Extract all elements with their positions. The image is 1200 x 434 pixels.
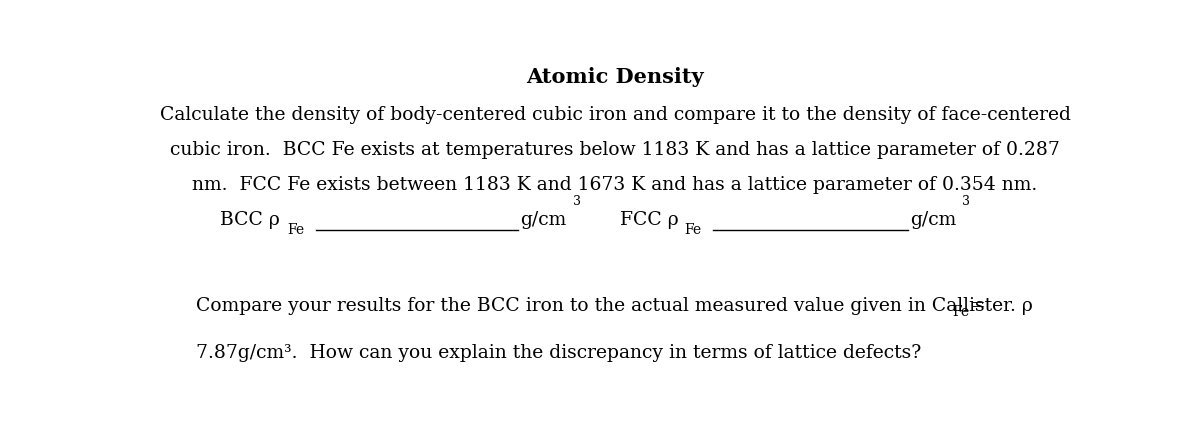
Text: Fe: Fe: [288, 222, 305, 236]
Text: Atomic Density: Atomic Density: [526, 67, 704, 87]
Text: Compare your results for the BCC iron to the actual measured value given in Call: Compare your results for the BCC iron to…: [197, 296, 1033, 314]
Text: 3: 3: [962, 194, 970, 207]
Text: Fe: Fe: [953, 304, 970, 319]
Text: g/cm: g/cm: [520, 210, 566, 228]
Text: g/cm: g/cm: [910, 210, 956, 228]
Text: nm.  FCC Fe exists between 1183 K and 1673 K and has a lattice parameter of 0.35: nm. FCC Fe exists between 1183 K and 167…: [192, 176, 1038, 194]
Text: Fe: Fe: [685, 222, 702, 236]
Text: Calculate the density of body-centered cubic iron and compare it to the density : Calculate the density of body-centered c…: [160, 105, 1070, 124]
Text: cubic iron.  BCC Fe exists at temperatures below 1183 K and has a lattice parame: cubic iron. BCC Fe exists at temperature…: [170, 141, 1060, 158]
Text: FCC ρ: FCC ρ: [619, 210, 678, 228]
Text: BCC ρ: BCC ρ: [220, 210, 280, 228]
Text: =: =: [971, 296, 986, 314]
Text: 3: 3: [574, 194, 581, 207]
Text: 7.87g/cm³.  How can you explain the discrepancy in terms of lattice defects?: 7.87g/cm³. How can you explain the discr…: [197, 343, 922, 361]
